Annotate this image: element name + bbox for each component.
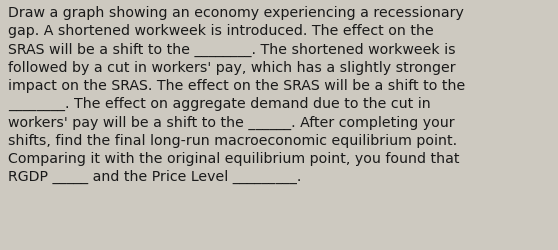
Text: Draw a graph showing an economy experiencing a recessionary
gap. A shortened wor: Draw a graph showing an economy experien…	[8, 6, 465, 184]
